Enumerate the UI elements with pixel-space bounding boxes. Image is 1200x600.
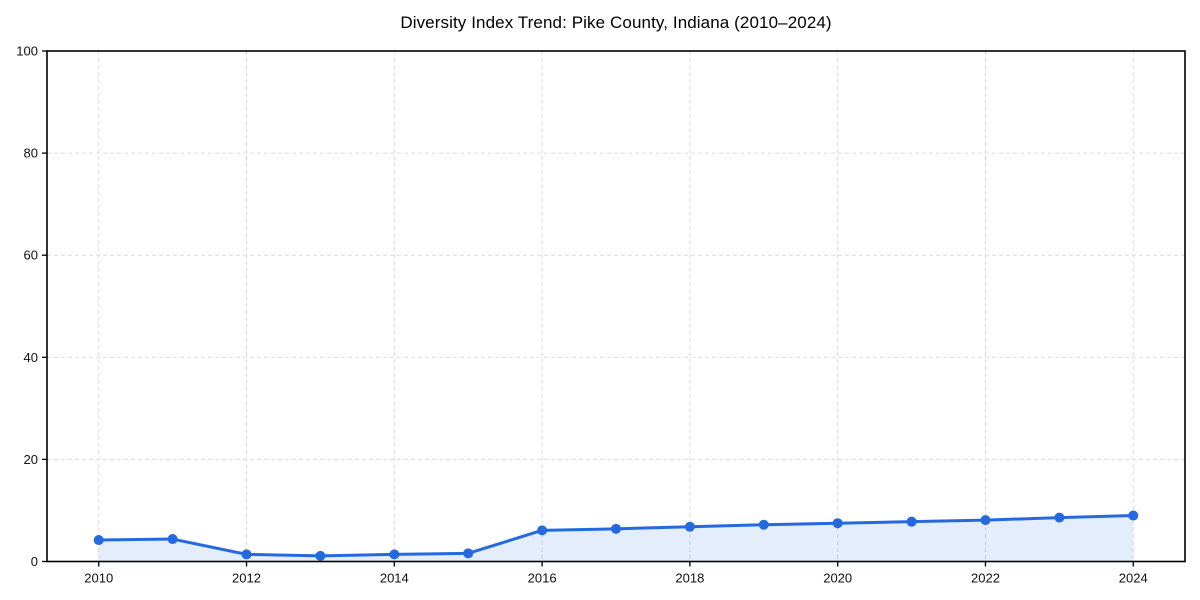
y-tick-label: 40 (24, 350, 38, 365)
y-tick-label: 0 (31, 554, 38, 569)
data-point (758, 519, 769, 530)
data-point (389, 549, 400, 560)
x-tick-label: 2010 (84, 571, 113, 586)
data-point (537, 525, 548, 536)
data-point (611, 523, 621, 534)
data-point (1054, 512, 1065, 523)
data-point (906, 516, 917, 527)
y-tick-label: 60 (24, 248, 38, 263)
data-point (167, 534, 178, 545)
data-point (315, 550, 326, 561)
x-tick-label: 2014 (380, 571, 409, 586)
x-tick-label: 2022 (971, 571, 1000, 586)
x-tick-label: 2018 (675, 571, 704, 586)
data-point (241, 549, 252, 560)
x-tick-label: 2012 (232, 571, 261, 586)
plot-border (46, 50, 1186, 563)
data-point (684, 521, 695, 532)
y-tick-label: 80 (24, 146, 38, 161)
y-tick-label: 100 (16, 44, 38, 59)
x-tick-label: 2024 (1119, 571, 1148, 586)
x-tick-label: 2016 (528, 571, 557, 586)
data-point (93, 535, 104, 546)
x-tick-label: 2020 (823, 571, 852, 586)
chart-title: Diversity Index Trend: Pike County, Indi… (400, 13, 832, 32)
data-point (980, 515, 991, 526)
data-point (1128, 510, 1139, 521)
data-point (832, 518, 843, 529)
area-fill (98, 515, 1134, 562)
y-tick-label: 20 (24, 452, 38, 467)
data-point (463, 548, 474, 559)
